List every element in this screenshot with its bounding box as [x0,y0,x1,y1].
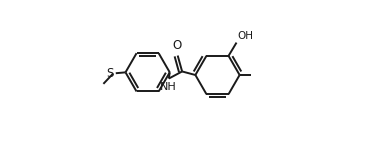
Text: O: O [172,39,182,52]
Text: OH: OH [238,31,253,41]
Text: S: S [106,67,114,80]
Text: NH: NH [160,82,177,92]
